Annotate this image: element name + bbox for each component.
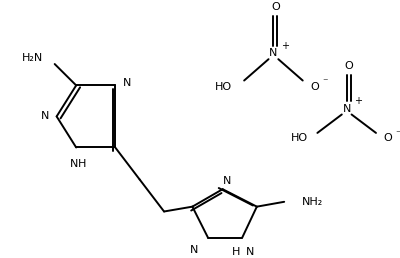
Text: N: N xyxy=(40,111,49,122)
Text: N: N xyxy=(190,245,198,255)
Text: ⁻: ⁻ xyxy=(322,77,328,87)
Text: H₂N: H₂N xyxy=(22,53,43,63)
Text: O: O xyxy=(271,2,280,12)
Text: +: + xyxy=(354,96,362,106)
Text: N: N xyxy=(222,176,231,187)
Text: HO: HO xyxy=(215,82,232,92)
Text: H: H xyxy=(78,159,86,169)
Text: N: N xyxy=(70,159,78,169)
Text: ⁻: ⁻ xyxy=(396,129,400,139)
Text: N: N xyxy=(246,247,254,257)
Text: O: O xyxy=(310,82,319,92)
Text: HO: HO xyxy=(290,133,308,143)
Text: NH₂: NH₂ xyxy=(302,197,323,207)
Text: O: O xyxy=(384,133,392,143)
Text: N: N xyxy=(269,48,278,58)
Text: N: N xyxy=(342,104,351,114)
Text: N: N xyxy=(123,78,132,88)
Text: +: + xyxy=(281,41,289,51)
Text: O: O xyxy=(344,61,353,71)
Text: H: H xyxy=(232,247,240,257)
